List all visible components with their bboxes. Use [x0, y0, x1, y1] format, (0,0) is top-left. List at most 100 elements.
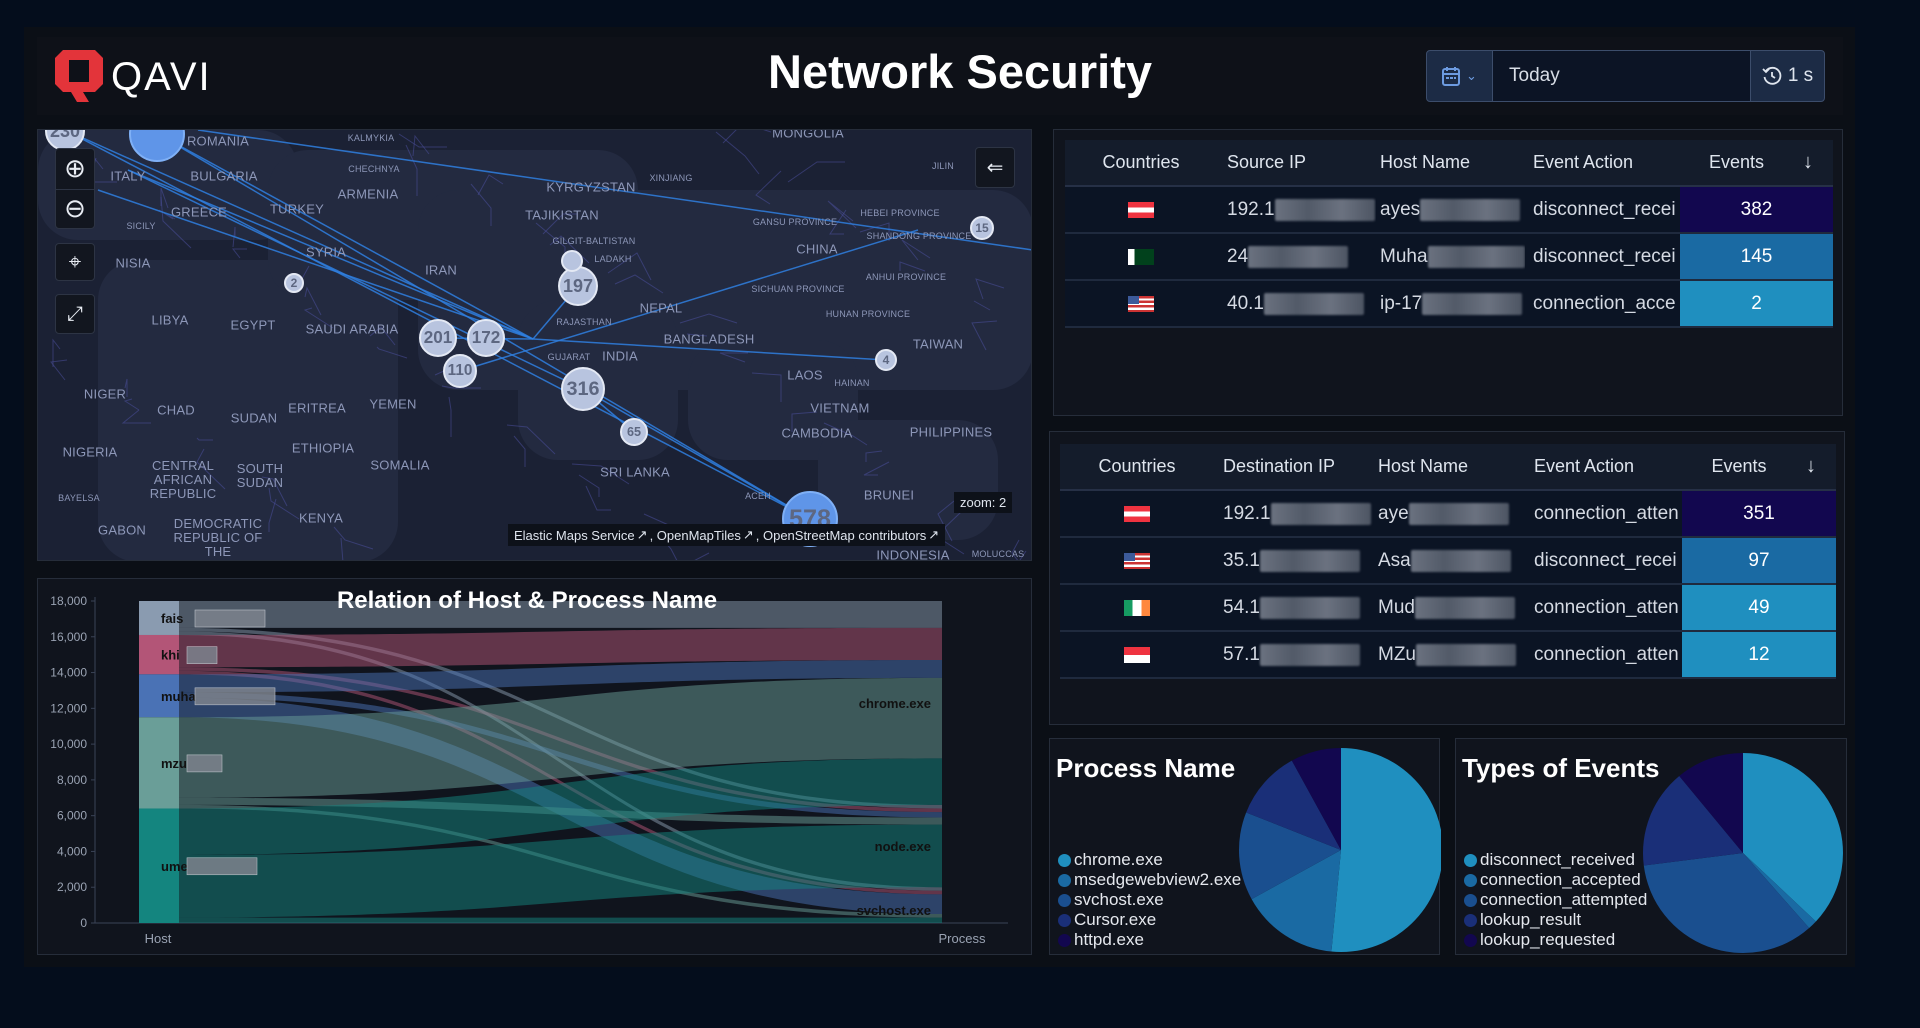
legend-item[interactable]: chrome.exe — [1058, 850, 1163, 870]
pie-slice[interactable] — [1331, 748, 1441, 952]
column-header-source-ip[interactable]: Source IP — [1227, 152, 1307, 172]
column-header-event-action[interactable]: Event Action — [1533, 152, 1634, 172]
layer-control-button[interactable]: ⇐ — [975, 147, 1015, 188]
table-row[interactable]: 24 Muha disconnect_recei 145 — [1065, 234, 1833, 281]
event-action-cell: connection_atten — [1534, 596, 1679, 618]
map-region-label: BANGLADESH — [663, 331, 755, 347]
map-cluster-marker[interactable]: 197 — [558, 266, 598, 306]
table-row[interactable]: 57.1 MZu connection_atten 12 — [1060, 632, 1836, 679]
map-cluster-marker[interactable]: 15 — [970, 216, 994, 240]
table-row[interactable]: 192.1 ayes disconnect_recei 382 — [1065, 187, 1833, 234]
legend-swatch — [1464, 913, 1477, 927]
legend-item[interactable]: lookup_result — [1464, 910, 1581, 930]
country-cell — [1081, 281, 1201, 326]
y-tick-label: 12,000 — [50, 701, 87, 715]
date-picker[interactable]: ⌄ Today 1 s — [1426, 50, 1825, 102]
legend-swatch — [1058, 853, 1071, 867]
page-title: Network Security — [768, 45, 1152, 98]
sankey-link[interactable] — [179, 824, 942, 918]
attribution-link-openmaptiles[interactable]: , OpenMapTiles — [649, 527, 741, 543]
column-header-events[interactable]: Events — [1711, 456, 1767, 476]
y-tick-label: 0 — [80, 916, 87, 930]
sankey-link[interactable] — [179, 601, 942, 628]
table-row[interactable]: 40.1 ip-17 connection_acce 2 — [1065, 281, 1833, 328]
legend-swatch — [1058, 933, 1071, 947]
map-region-label: ETHIOPIA — [291, 440, 355, 456]
map-cluster-marker[interactable]: 110 — [443, 354, 477, 388]
legend-item[interactable]: lookup_requested — [1464, 930, 1615, 950]
sankey-link[interactable] — [179, 917, 942, 923]
map-cluster-marker[interactable]: 172 — [467, 319, 505, 357]
sankey-link[interactable] — [179, 660, 942, 693]
map-region-label: NIGERIA — [62, 444, 118, 460]
pie-slice[interactable] — [1743, 853, 1816, 929]
map-panel[interactable]: ROMANIA KALMYKIA MONGOLIA ITALY BULGARIA CHEC… — [37, 129, 1032, 561]
legend-item[interactable]: svchost.exe — [1058, 890, 1164, 910]
refresh-interval-button[interactable]: 1 s — [1750, 51, 1824, 101]
pie-slice[interactable] — [1679, 753, 1743, 853]
sort-descending-icon[interactable]: ↓ — [1803, 151, 1813, 173]
column-header-event-action[interactable]: Event Action — [1534, 456, 1635, 476]
sankey-link[interactable] — [179, 758, 942, 856]
sankey-source-node[interactable] — [139, 717, 179, 809]
date-quick-menu-button[interactable]: ⌄ — [1427, 51, 1493, 101]
attribution-link-osm[interactable]: , OpenStreetMap contributors — [755, 527, 927, 543]
map-cluster-marker[interactable]: 65 — [620, 418, 648, 446]
map-region-label: GILGIT-BALTISTAN — [552, 236, 636, 246]
map-cluster-marker[interactable]: 201 — [419, 319, 457, 357]
border-line — [571, 463, 630, 485]
sankey-link[interactable] — [179, 677, 942, 798]
sankey-link[interactable] — [179, 627, 942, 668]
date-range-field[interactable]: Today — [1493, 51, 1750, 101]
column-header-countries[interactable]: Countries — [1102, 152, 1180, 172]
column-header-countries[interactable]: Countries — [1098, 456, 1176, 476]
column-header-host-name[interactable]: Host Name — [1380, 152, 1471, 172]
pie-slice[interactable] — [1291, 748, 1341, 850]
map-cluster-marker[interactable]: 2 — [284, 273, 304, 293]
host-value: MZu — [1378, 643, 1416, 665]
map-region-label: ANHUI PROVINCE — [865, 272, 947, 282]
y-tick-label: 10,000 — [50, 737, 87, 751]
pie-slice[interactable] — [1643, 853, 1810, 953]
locate-button[interactable]: ⌖ — [55, 243, 95, 281]
legend-label: disconnect_received — [1480, 850, 1635, 869]
table-row[interactable]: 192.1 aye connection_atten 351 — [1060, 491, 1836, 538]
border-line — [513, 435, 526, 467]
pie-slice[interactable] — [1743, 753, 1843, 922]
column-header-events[interactable]: Events — [1708, 152, 1765, 172]
zoom-out-button[interactable]: ⊖ — [56, 188, 94, 229]
svg-text:QAVI: QAVI — [111, 55, 212, 99]
map-region-label: BAYELSA — [58, 493, 100, 503]
map-cluster-marker[interactable]: 4 — [875, 349, 897, 371]
host-cell: MZu — [1378, 632, 1526, 677]
pie-slice[interactable] — [1246, 760, 1341, 850]
table-row[interactable]: 35.1 Asa disconnect_recei 97 — [1060, 538, 1836, 585]
table-row[interactable]: 54.1 Mud connection_atten 49 — [1060, 585, 1836, 632]
legend-item[interactable]: httpd.exe — [1058, 930, 1144, 950]
pie-slice[interactable] — [1239, 812, 1341, 900]
border-line — [196, 448, 226, 490]
border-line — [304, 286, 322, 316]
sankey-link[interactable] — [179, 670, 942, 895]
sankey-source-node[interactable] — [139, 634, 179, 675]
events-count-cell: 49 — [1682, 585, 1836, 630]
pie-slice[interactable] — [1251, 850, 1341, 952]
sankey-source-node[interactable] — [139, 601, 179, 635]
column-header-destination-ip[interactable]: Destination IP — [1223, 456, 1336, 476]
map-cluster-marker[interactable] — [561, 250, 583, 272]
map-cluster-marker[interactable]: 316 — [561, 367, 605, 411]
fullscreen-button[interactable]: ⤢ — [55, 294, 95, 334]
column-header-host-name[interactable]: Host Name — [1378, 456, 1469, 476]
legend-item[interactable]: connection_accepted — [1464, 870, 1641, 890]
sankey-source-node[interactable] — [139, 808, 179, 923]
attribution-link-elastic[interactable]: Elastic Maps Service — [514, 527, 635, 543]
pie-slice[interactable] — [1643, 775, 1743, 866]
legend-item[interactable]: Cursor.exe — [1058, 910, 1156, 930]
legend-item[interactable]: connection_attempted — [1464, 890, 1647, 910]
legend-item[interactable]: msedgewebview2.exe — [1058, 870, 1241, 890]
legend-item[interactable]: disconnect_received — [1464, 850, 1635, 870]
sort-descending-icon[interactable]: ↓ — [1806, 455, 1816, 477]
sankey-source-node[interactable] — [139, 674, 179, 718]
host-cell: Asa — [1378, 538, 1526, 583]
zoom-in-button[interactable]: ⊕ — [64, 153, 86, 184]
